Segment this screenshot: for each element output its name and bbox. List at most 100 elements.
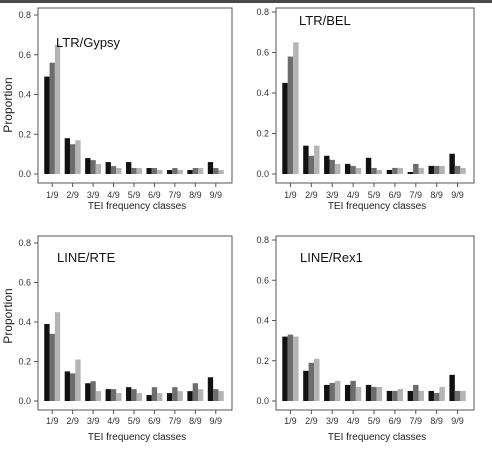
bar-line-rex1-4-9-s2 xyxy=(350,380,356,402)
x-tick-label-line-rex1: 8/9 xyxy=(430,416,443,426)
bar-line-rte-9-9-s1 xyxy=(207,377,214,401)
x-tick-label-line-rex1: 3/9 xyxy=(326,416,339,426)
bar-ltr-bel-9-9-s3 xyxy=(460,167,466,174)
x-tick-label-line-rex1: 7/9 xyxy=(410,416,423,426)
x-tick-label-ltr-gypsy: 7/9 xyxy=(169,190,182,200)
bar-line-rte-6-9-s1 xyxy=(146,395,152,401)
bar-line-rte-8-9-s2 xyxy=(192,383,198,401)
bar-ltr-bel-2-9-s3 xyxy=(314,145,320,174)
panel-title-line-rte: LINE/RTE xyxy=(57,250,116,265)
panel-title-line-rex1: LINE/Rex1 xyxy=(300,250,363,265)
bar-ltr-gypsy-9-9-s3 xyxy=(218,170,224,174)
bar-line-rte-5-9-s3 xyxy=(136,393,142,401)
bar-ltr-gypsy-7-9-s1 xyxy=(166,170,173,174)
x-tick-label-ltr-bel: 9/9 xyxy=(451,190,464,200)
bar-line-rex1-5-9-s3 xyxy=(376,386,383,401)
y-axis-label-line-rte: Proportion xyxy=(1,288,15,343)
bar-ltr-gypsy-6-9-s2 xyxy=(151,168,158,174)
x-tick-label-line-rex1: 6/9 xyxy=(389,416,402,426)
y-tick-label-ltr-gypsy: 0.6 xyxy=(18,50,31,60)
x-tick-label-ltr-bel: 1/9 xyxy=(284,190,297,200)
x-tick-label-ltr-gypsy: 4/9 xyxy=(107,190,120,200)
x-tick-label-ltr-gypsy: 8/9 xyxy=(189,190,202,200)
bar-line-rte-3-9-s1 xyxy=(85,383,91,401)
bar-ltr-gypsy-7-9-s3 xyxy=(177,170,183,174)
bar-ltr-gypsy-2-9-s2 xyxy=(70,144,76,174)
y-tick-label-ltr-gypsy: 0.2 xyxy=(18,129,31,139)
y-tick-label-line-rex1: 0.2 xyxy=(256,356,269,366)
bar-line-rte-7-9-s3 xyxy=(177,391,183,402)
bar-ltr-gypsy-7-9-s2 xyxy=(172,168,178,174)
x-tick-label-ltr-gypsy: 5/9 xyxy=(128,190,141,200)
bar-line-rte-3-9-s2 xyxy=(90,381,96,401)
bar-ltr-bel-3-9-s1 xyxy=(324,155,330,174)
bar-line-rex1-7-9-s2 xyxy=(413,384,419,401)
x-tick-label-line-rte: 7/9 xyxy=(169,416,182,426)
bar-ltr-bel-7-9-s1 xyxy=(407,171,414,174)
bar-ltr-gypsy-4-9-s1 xyxy=(105,162,111,174)
bar-ltr-bel-2-9-s2 xyxy=(308,155,315,174)
x-axis-label-ltr-bel: TEI frequency classes xyxy=(328,201,426,212)
y-tick-label-ltr-gypsy: 0.8 xyxy=(18,10,31,20)
bar-line-rex1-8-9-s3 xyxy=(439,386,445,401)
bar-ltr-gypsy-8-9-s1 xyxy=(187,170,193,174)
x-tick-label-line-rex1: 1/9 xyxy=(284,416,297,426)
bar-ltr-bel-6-9-s1 xyxy=(386,169,393,174)
x-tick-label-ltr-bel: 5/9 xyxy=(368,190,381,200)
bar-line-rex1-9-9-s1 xyxy=(449,374,455,401)
y-tick-label-ltr-bel: 0.8 xyxy=(256,7,269,17)
x-tick-label-ltr-gypsy: 2/9 xyxy=(66,190,79,200)
bar-line-rex1-7-9-s1 xyxy=(407,390,414,401)
bar-line-rex1-4-9-s3 xyxy=(355,386,362,401)
bar-line-rte-1-9-s2 xyxy=(49,333,55,401)
bar-ltr-bel-4-9-s3 xyxy=(355,167,362,174)
x-tick-label-ltr-bel: 6/9 xyxy=(389,190,402,200)
bar-ltr-bel-4-9-s1 xyxy=(344,163,351,175)
bar-ltr-gypsy-8-9-s3 xyxy=(197,168,204,174)
x-tick-label-line-rex1: 9/9 xyxy=(451,416,464,426)
bar-line-rex1-3-9-s3 xyxy=(334,380,341,402)
x-axis-label-ltr-gypsy: TEI frequency classes xyxy=(88,201,186,212)
bar-ltr-bel-3-9-s3 xyxy=(334,163,341,175)
top-border xyxy=(0,0,492,3)
bar-line-rte-6-9-s2 xyxy=(151,387,158,401)
bar-line-rte-2-9-s2 xyxy=(70,373,76,401)
bar-line-rex1-6-9-s3 xyxy=(397,388,404,401)
x-tick-label-ltr-gypsy: 1/9 xyxy=(46,190,59,200)
x-tick-label-ltr-gypsy: 9/9 xyxy=(210,190,223,200)
bar-ltr-gypsy-4-9-s3 xyxy=(116,168,122,174)
bar-ltr-bel-4-9-s2 xyxy=(350,165,356,174)
bar-line-rex1-9-9-s2 xyxy=(454,390,461,401)
bar-ltr-bel-2-9-s1 xyxy=(303,145,309,174)
bar-ltr-gypsy-5-9-s3 xyxy=(136,168,142,174)
x-tick-label-ltr-gypsy: 6/9 xyxy=(148,190,161,200)
plot-frame-ltr-gypsy xyxy=(37,7,233,184)
plot-frame-ltr-bel xyxy=(275,7,475,184)
plot-frame-line-rex1 xyxy=(275,235,475,411)
bar-ltr-bel-6-9-s3 xyxy=(397,167,404,174)
panel-title-ltr-gypsy: LTR/Gypsy xyxy=(56,35,121,50)
bar-line-rex1-8-9-s2 xyxy=(433,392,440,401)
bar-ltr-gypsy-3-9-s3 xyxy=(95,164,102,174)
bar-line-rte-4-9-s1 xyxy=(105,389,111,401)
y-tick-label-line-rex1: 0.0 xyxy=(256,396,269,406)
y-tick-label-line-rte: 0.8 xyxy=(18,238,31,248)
bar-line-rte-8-9-s1 xyxy=(187,391,193,402)
bar-ltr-bel-5-9-s2 xyxy=(371,167,377,174)
x-axis-label-line-rex1: TEI frequency classes xyxy=(328,432,426,443)
y-tick-label-line-rex1: 0.4 xyxy=(256,316,269,326)
bar-ltr-bel-7-9-s3 xyxy=(418,167,424,174)
bar-line-rex1-4-9-s1 xyxy=(344,384,351,401)
bar-ltr-bel-5-9-s3 xyxy=(376,169,383,174)
bar-line-rte-3-9-s3 xyxy=(95,391,102,402)
bar-line-rte-2-9-s1 xyxy=(64,371,71,402)
bar-line-rte-5-9-s2 xyxy=(131,389,137,401)
bar-ltr-bel-7-9-s2 xyxy=(413,163,419,175)
bar-ltr-gypsy-1-9-s2 xyxy=(49,62,55,175)
bar-line-rex1-8-9-s1 xyxy=(428,390,434,401)
bar-line-rex1-6-9-s2 xyxy=(392,390,398,401)
plot-frame-line-rte xyxy=(37,235,233,411)
x-tick-label-line-rex1: 5/9 xyxy=(368,416,381,426)
bar-ltr-gypsy-3-9-s2 xyxy=(90,160,96,174)
y-tick-label-line-rex1: 0.8 xyxy=(256,235,269,245)
